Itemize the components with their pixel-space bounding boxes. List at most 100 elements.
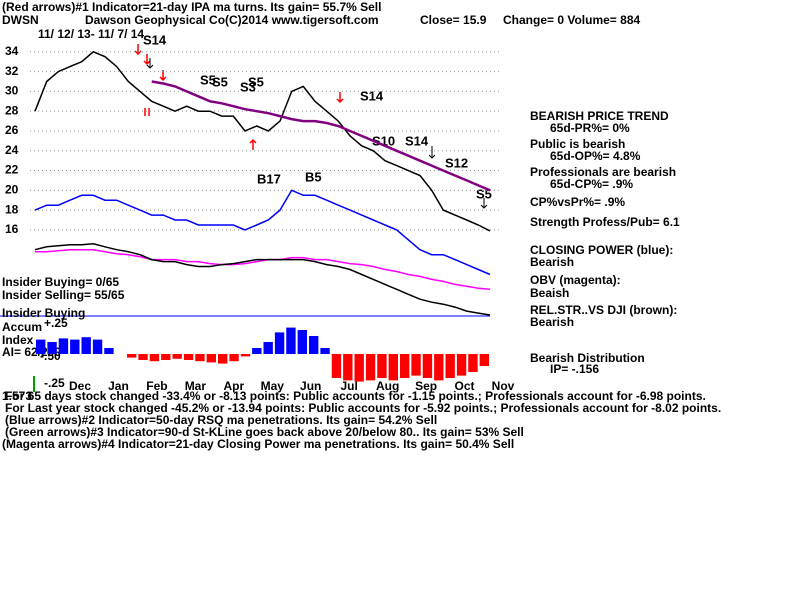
panel-text: 65d-OP%= 4.8%: [550, 149, 641, 163]
y-tick-label: 26: [5, 123, 19, 137]
accum-bar: [456, 354, 467, 376]
insider-text: Accum: [2, 320, 42, 334]
x-tick-label: Mar: [185, 379, 207, 393]
y-tick-label: 18: [5, 202, 19, 216]
insider-text: Insider Selling= 55/65: [2, 288, 125, 302]
x-tick-label: Jun: [300, 379, 321, 393]
accum-bar: [161, 354, 171, 360]
y-tick-label: +.25: [44, 316, 68, 330]
x-tick-label: Dec: [69, 379, 91, 393]
signal: S14: [405, 133, 429, 148]
accum-bar: [365, 354, 376, 381]
accum-bar: [479, 354, 489, 366]
accum-bar: [252, 348, 262, 354]
copyright: (C)2014 www.tigersoft.com: [225, 13, 379, 27]
y-tick-label: 22: [5, 163, 19, 177]
accum-bar: [138, 354, 148, 360]
accum-bar: [218, 354, 228, 364]
signal: B5: [305, 169, 322, 184]
accum-bar: [104, 348, 114, 354]
signal-arrows: [146, 58, 488, 209]
accum-bar: [36, 339, 46, 354]
signal-arrows: [134, 44, 344, 150]
panel-text: 65d-CP%= .9%: [550, 177, 633, 191]
accum-bar: [434, 354, 444, 381]
x-tick-label: Nov: [492, 379, 515, 393]
signal: S3: [240, 79, 256, 94]
y-tick-label: 24: [5, 143, 19, 157]
insider-text: Insider Buying: [2, 306, 85, 320]
accum-bar: [149, 354, 160, 362]
accum-bar: [411, 354, 421, 376]
panel-text: CP%vsPr%= .9%: [530, 195, 625, 209]
y-tick-label: -.25: [44, 376, 65, 390]
panel-text: Beaish: [530, 286, 569, 300]
y-tick-label: 32: [5, 64, 19, 78]
panel-text: 65d-PR%= 0%: [550, 121, 630, 135]
series-line: [34, 243, 491, 316]
panel-text: BEARISH PRICE TREND: [530, 109, 669, 123]
x-tick-label: Jan: [108, 379, 129, 393]
signal: S5: [212, 74, 228, 89]
footer-text: (Magenta arrows)#4 Indicator=21-day Clos…: [2, 437, 514, 451]
accum-bar: [195, 354, 205, 362]
x-tick-label: May: [261, 379, 285, 393]
insider-text: AI= 62/200: [2, 345, 61, 359]
panel-text: Bearish: [530, 315, 574, 329]
accum-bar: [468, 354, 478, 372]
accum-bar: [240, 354, 251, 357]
panel-text: REL.STR..VS DJI (brown):: [530, 303, 677, 317]
accum-bar: [422, 354, 433, 378]
accum-bar: [343, 354, 353, 381]
signal: S5: [248, 74, 264, 89]
x-tick-label: Jul: [341, 379, 358, 393]
panel-text: Professionals are bearish: [530, 165, 676, 179]
accum-bar: [183, 354, 194, 360]
y-tick-label: 20: [5, 183, 19, 197]
accum-bar: [92, 339, 103, 354]
header-line: (Red arrows)#1 Indicator=21-day IPA ma t…: [2, 0, 381, 14]
y-tick-label: 16: [5, 222, 19, 236]
ticker: DWSN: [2, 13, 39, 27]
accum-bar: [47, 342, 57, 354]
signal: S10: [372, 133, 395, 148]
signal: B17: [257, 171, 281, 186]
accum-bar: [377, 354, 387, 378]
accum-bar: [354, 354, 364, 382]
insider-text: Index: [2, 333, 34, 347]
panel-text: IP= -.156: [550, 362, 599, 376]
signal: S14: [143, 32, 167, 47]
footer-text: For Last year stock changed -45.2% or -1…: [5, 401, 721, 415]
y-tick-label: 28: [5, 103, 19, 117]
y-tick-label: 34: [5, 44, 19, 58]
accum-bar: [70, 339, 80, 354]
x-tick-label: Oct: [455, 379, 475, 393]
series-line: [151, 80, 491, 192]
accum-bar: [445, 354, 455, 378]
company: Dawson Geophysical Co: [85, 13, 225, 27]
panel-text: Public is bearish: [530, 137, 625, 151]
accum-bar: [229, 354, 239, 362]
accum-bar: [81, 337, 91, 354]
footer-text: 1.573: [2, 389, 32, 403]
footer-text: (Green arrows)#3 Indicator=90-d St-KLine…: [5, 425, 524, 439]
accum-bar: [331, 354, 342, 378]
panel-text: CLOSING POWER (blue):: [530, 243, 673, 257]
panel-text: Bearish Distribution: [530, 351, 645, 365]
accum-bar: [127, 354, 137, 358]
footer-text: (Blue arrows)#2 Indicator=50-day RSQ ma …: [5, 413, 437, 427]
change: Change= 0 Volume= 884: [503, 13, 640, 27]
accum-bar: [400, 354, 410, 378]
accum-bar: [297, 330, 307, 354]
accum-bar: [263, 342, 273, 354]
date-range: 11/ 12/ 13- 11/ 7/ 14: [38, 27, 144, 41]
accum-bar: [206, 354, 216, 363]
accum-bar: [172, 354, 182, 359]
accum-bar: [58, 338, 69, 354]
signal: S14: [360, 88, 384, 103]
accum-bar: [274, 332, 285, 354]
x-tick-label: Feb: [146, 379, 167, 393]
y-tick-label: 30: [5, 84, 19, 98]
x-tick-label: Apr: [223, 379, 244, 393]
